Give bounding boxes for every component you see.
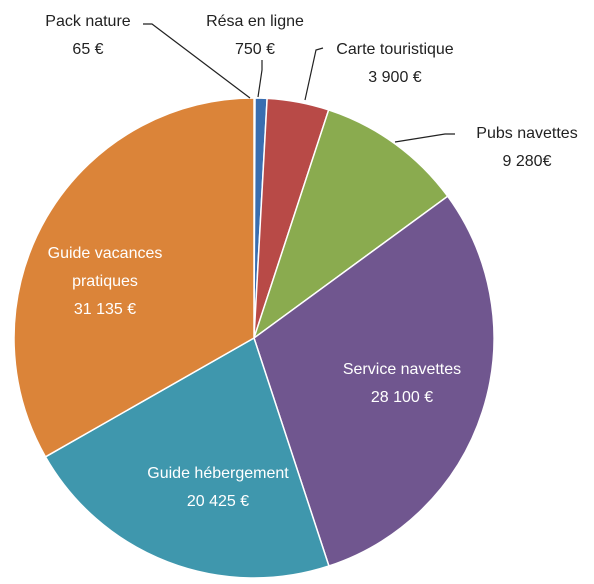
slice-label: Guide vacances pratiques 31 135 € [25,240,185,324]
category-label: Guide hébergement [147,465,289,482]
slice-label: Pubs navettes 9 280€ [452,120,594,176]
leader-line [143,23,251,99]
pie-slice [253,195,495,567]
value-label: 3 900 € [368,69,422,86]
value-label: 20 425 € [186,493,250,510]
leader-line [304,47,324,101]
value-label: 65 € [72,41,104,58]
slice-label: Service navettes 28 100 € [312,356,492,412]
leader-line [257,60,263,98]
category-label: Service navettes [342,361,462,378]
value-label: 31 135 € [73,301,137,318]
value-label: 9 280€ [502,153,552,170]
slice-label: Résa en ligne 750 € [190,8,320,64]
category-label: Carte touristique [336,41,454,58]
value-label: 750 € [234,41,276,58]
pie-slice [44,336,330,579]
pie-slice [252,108,449,340]
category-label: Pubs navettes [476,125,578,142]
slice-label: Guide hébergement 20 425 € [128,460,308,516]
value-label: 28 100 € [370,389,434,406]
category-label: Pack nature [45,13,131,30]
category-label: Résa en ligne [206,13,304,30]
leader-line [394,133,455,143]
slice-label: Pack nature 65 € [23,8,153,64]
slice-label: Carte touristique 3 900 € [315,36,475,92]
pie-slice [13,97,255,458]
category-label: Guide vacances pratiques [47,245,163,290]
